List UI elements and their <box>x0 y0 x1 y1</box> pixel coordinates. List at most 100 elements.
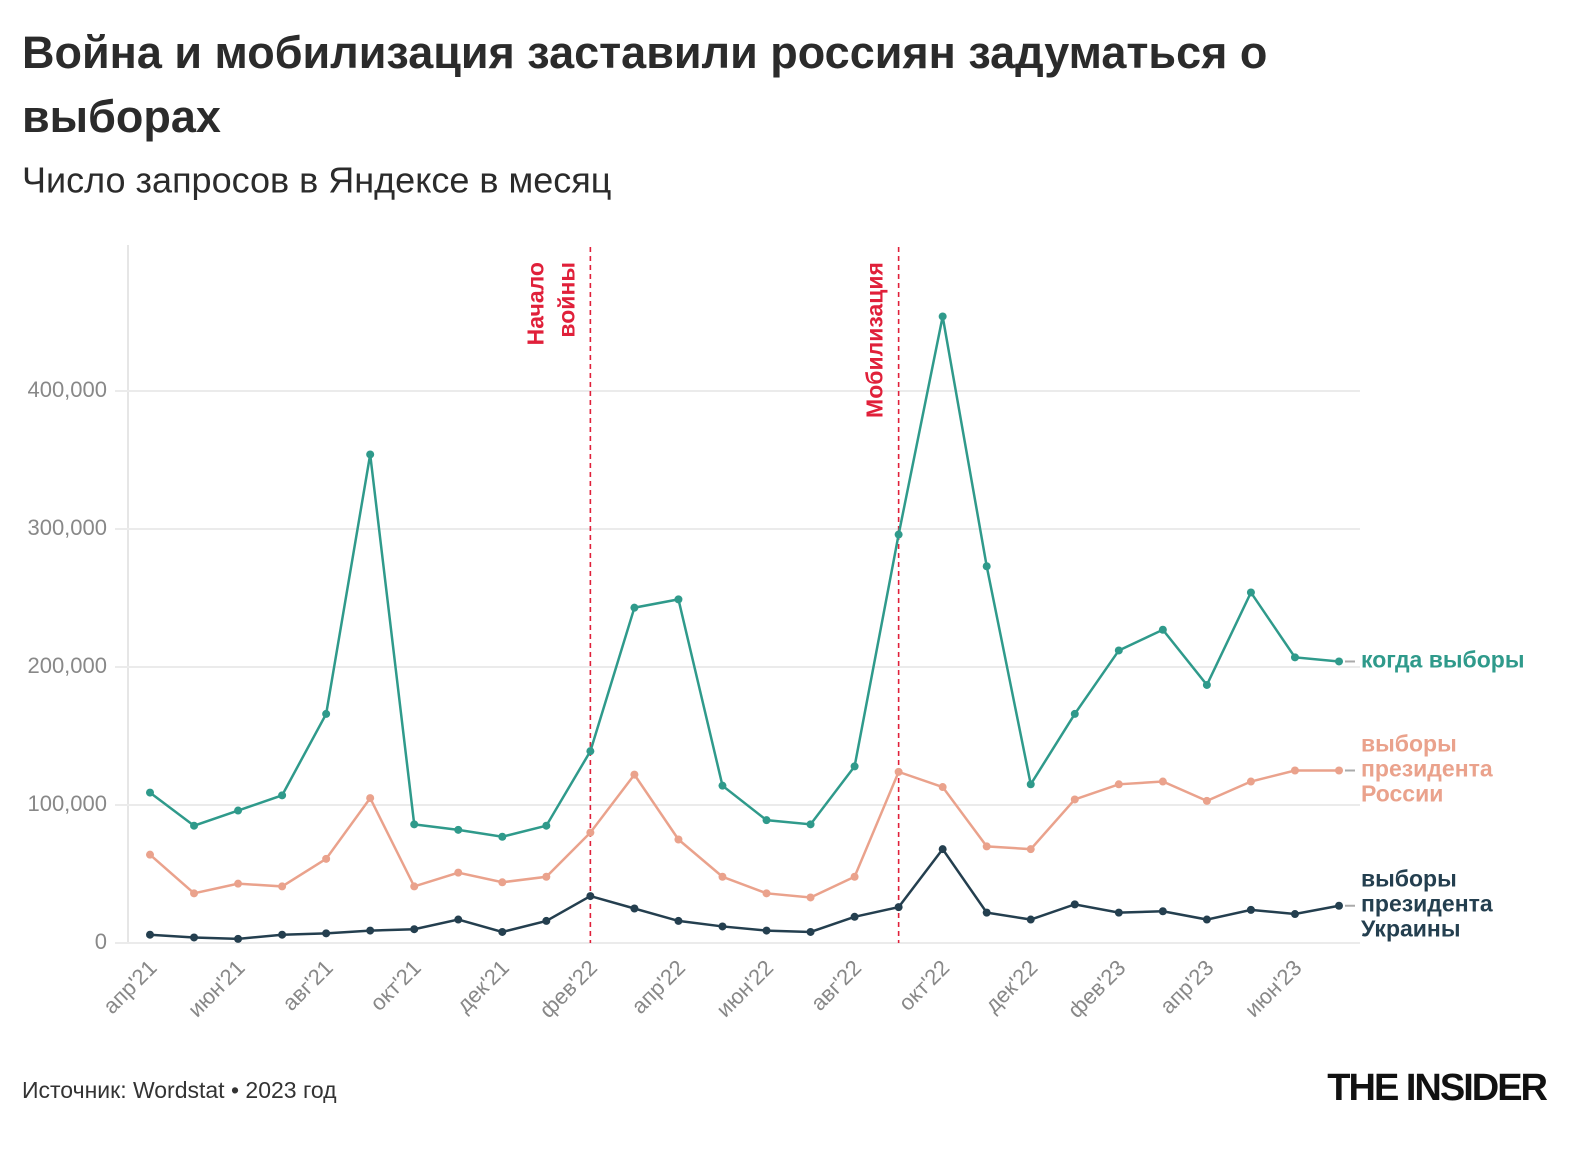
data-point <box>366 794 375 803</box>
y-tick-label: 0 <box>95 929 107 954</box>
annotation-text: войны <box>553 262 579 338</box>
data-point <box>850 912 859 921</box>
data-point <box>234 806 243 815</box>
data-point <box>1070 709 1079 718</box>
x-tick-label: апр'21 <box>98 955 162 1019</box>
x-tick-label: июн'23 <box>1240 955 1307 1022</box>
data-point <box>1335 657 1343 666</box>
data-point <box>366 450 375 459</box>
x-tick-label: июн'21 <box>183 955 250 1022</box>
series-label: выборы президента России <box>1361 731 1493 807</box>
data-point <box>1290 910 1299 919</box>
chart-title: Война и мобилизация заставили россиян за… <box>22 27 1267 142</box>
data-point <box>718 922 727 931</box>
data-point <box>498 927 507 936</box>
data-point <box>630 603 639 612</box>
x-tick-label: апр'22 <box>626 955 690 1019</box>
data-point <box>322 929 331 938</box>
data-point <box>982 908 991 917</box>
data-point <box>674 835 683 844</box>
data-point <box>190 821 199 830</box>
x-tick-label: апр'23 <box>1155 955 1219 1019</box>
data-point <box>1202 796 1211 805</box>
series-line <box>149 847 1340 941</box>
data-point <box>1335 901 1343 910</box>
data-point <box>1335 766 1343 775</box>
data-point <box>542 821 551 830</box>
data-point <box>542 916 551 925</box>
data-point <box>894 530 903 539</box>
data-point <box>190 933 199 942</box>
data-point <box>894 903 903 912</box>
annotation-text: Мобилизация <box>862 262 888 418</box>
data-point <box>938 312 947 321</box>
data-point <box>366 926 375 935</box>
data-point <box>234 879 243 888</box>
x-tick-label: окт'21 <box>365 955 426 1016</box>
data-point <box>806 893 815 902</box>
data-point <box>278 882 287 891</box>
data-point <box>806 820 815 829</box>
data-point <box>322 709 331 718</box>
x-tick-label: фев'23 <box>1063 955 1131 1023</box>
chart-subtitle: Число запросов в Яндексе в месяц <box>22 160 611 201</box>
data-point <box>806 927 815 936</box>
data-point <box>454 915 463 924</box>
data-point <box>1114 908 1123 917</box>
data-point <box>630 770 639 779</box>
data-point <box>938 845 947 854</box>
data-point <box>938 783 947 792</box>
data-point <box>410 820 419 829</box>
data-point <box>718 781 727 790</box>
data-point <box>146 850 154 859</box>
data-point <box>1202 680 1211 689</box>
data-point <box>586 892 595 901</box>
data-point <box>498 878 507 887</box>
data-point <box>1114 780 1123 789</box>
data-point <box>718 872 727 881</box>
series-label: когда выборы <box>1361 647 1524 673</box>
data-point <box>1246 905 1255 914</box>
data-point <box>850 872 859 881</box>
x-tick-label: дек'21 <box>451 955 513 1017</box>
data-point <box>1290 766 1299 775</box>
series-line <box>149 316 1340 839</box>
data-point <box>1070 795 1079 804</box>
data-point <box>762 889 771 898</box>
data-point <box>454 868 463 877</box>
y-tick-label: 300,000 <box>27 515 107 540</box>
data-point <box>278 930 287 939</box>
data-point <box>1026 780 1035 789</box>
x-tick-label: авг'21 <box>277 955 338 1016</box>
data-point <box>674 916 683 925</box>
data-point <box>850 762 859 771</box>
data-point <box>1026 845 1035 854</box>
data-point <box>1158 777 1167 786</box>
data-point <box>1158 907 1167 916</box>
series-label: выборы президента Украины <box>1361 866 1493 942</box>
data-point <box>410 882 419 891</box>
x-tick-label: окт'22 <box>894 955 955 1016</box>
data-point <box>762 926 771 935</box>
data-point <box>762 816 771 825</box>
data-point <box>146 788 154 797</box>
x-tick-label: авг'22 <box>806 955 867 1016</box>
annotation-text: Начало <box>522 262 548 345</box>
data-point <box>1246 588 1255 597</box>
y-tick-label: 400,000 <box>27 377 107 402</box>
data-point <box>1158 625 1167 634</box>
data-point <box>454 825 463 834</box>
data-point <box>586 828 595 837</box>
data-point <box>278 791 287 800</box>
data-point <box>234 934 243 943</box>
data-point <box>586 747 595 756</box>
source: Источник: Wordstat • 2023 год <box>22 1077 337 1103</box>
data-point <box>674 595 683 604</box>
x-tick-label: июн'22 <box>711 955 778 1022</box>
data-point <box>1070 900 1079 909</box>
y-tick-label: 100,000 <box>27 791 107 816</box>
data-point <box>1114 646 1123 655</box>
data-point <box>1202 915 1211 924</box>
x-tick-label: фев'22 <box>534 955 602 1023</box>
